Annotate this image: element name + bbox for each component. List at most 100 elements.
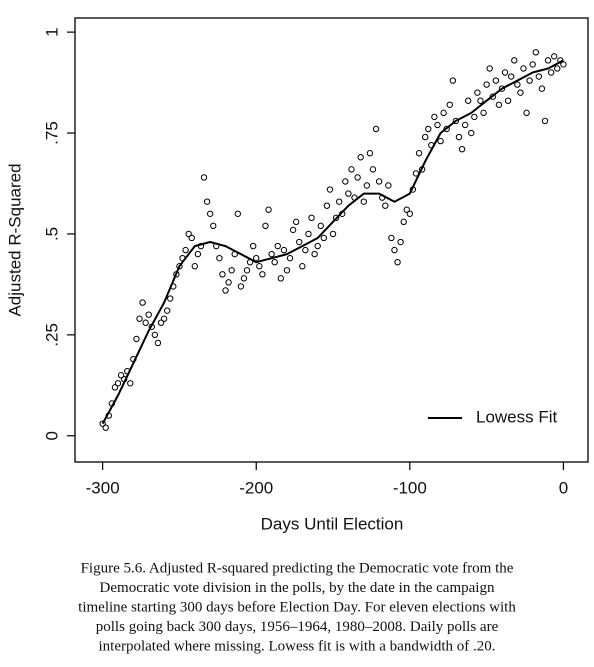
point xyxy=(194,250,202,258)
point xyxy=(243,267,251,274)
point xyxy=(425,125,432,133)
point xyxy=(317,222,324,230)
point xyxy=(206,210,214,217)
point xyxy=(299,263,306,270)
point xyxy=(421,133,429,141)
point xyxy=(498,85,506,92)
point xyxy=(449,77,457,84)
point xyxy=(256,263,263,270)
point xyxy=(289,226,297,234)
point xyxy=(228,267,235,274)
point xyxy=(554,65,561,72)
point xyxy=(117,372,125,379)
point xyxy=(216,254,223,262)
point xyxy=(163,307,171,314)
point xyxy=(142,319,149,326)
point xyxy=(167,295,174,302)
point xyxy=(99,420,106,427)
point xyxy=(501,69,509,76)
point xyxy=(286,254,294,262)
point xyxy=(139,299,146,306)
y-tick-label: .75 xyxy=(42,121,61,145)
point xyxy=(431,113,438,121)
point xyxy=(492,77,500,84)
legend-label: Lowess Fit xyxy=(476,407,558,426)
point xyxy=(305,230,312,238)
point xyxy=(391,246,398,254)
point xyxy=(520,65,527,72)
point xyxy=(342,178,349,185)
x-tick-label: 0 xyxy=(559,478,568,497)
point xyxy=(320,234,328,242)
point xyxy=(464,97,472,104)
point xyxy=(311,250,318,258)
lowess-line xyxy=(101,59,564,425)
point xyxy=(382,202,389,209)
point xyxy=(372,125,380,133)
point xyxy=(504,97,512,104)
point xyxy=(400,218,407,226)
point xyxy=(114,380,122,387)
point xyxy=(157,319,165,326)
caption-line: polls going back 300 days, 1956–1964, 19… xyxy=(96,619,499,635)
point xyxy=(541,117,549,125)
point xyxy=(268,250,275,258)
point xyxy=(219,271,226,278)
point xyxy=(397,238,404,246)
point xyxy=(240,275,248,282)
point xyxy=(517,89,524,96)
point xyxy=(329,230,337,238)
point xyxy=(335,198,343,205)
point xyxy=(529,61,536,68)
x-tick-label: -200 xyxy=(239,478,273,497)
point xyxy=(523,109,530,117)
caption-line: interpolated where missing. Lowess fit i… xyxy=(98,638,495,654)
point xyxy=(225,279,232,286)
point xyxy=(477,97,484,104)
point xyxy=(133,335,140,343)
point xyxy=(357,154,364,161)
x-axis-title: Days Until Election xyxy=(261,514,404,533)
point xyxy=(348,166,355,173)
plot-frame xyxy=(74,17,589,463)
point xyxy=(415,150,423,157)
point xyxy=(446,101,453,108)
point xyxy=(262,222,269,230)
y-tick-label: .5 xyxy=(42,227,61,241)
point xyxy=(210,222,217,230)
point xyxy=(394,259,401,266)
point xyxy=(508,73,515,80)
point xyxy=(302,246,309,254)
x-tick-label: -300 xyxy=(86,478,120,497)
point xyxy=(363,182,371,189)
y-tick-label: 1 xyxy=(42,27,61,36)
point xyxy=(154,339,162,347)
point xyxy=(495,101,503,108)
point xyxy=(388,234,395,242)
point xyxy=(292,218,300,226)
point xyxy=(538,85,546,92)
point xyxy=(544,57,552,64)
point xyxy=(474,89,481,96)
point xyxy=(237,283,245,290)
point xyxy=(560,61,567,68)
point xyxy=(345,190,352,197)
point xyxy=(468,129,475,137)
x-tick-label: -100 xyxy=(393,478,427,497)
point xyxy=(360,198,367,205)
point xyxy=(458,145,466,153)
point xyxy=(547,69,555,76)
point xyxy=(403,206,410,213)
point xyxy=(440,109,447,117)
point xyxy=(535,73,543,80)
caption-line: Figure 5.6. Adjusted R-squared predictin… xyxy=(81,560,514,576)
point xyxy=(176,263,183,270)
point xyxy=(191,263,199,270)
y-axis-title: Adjusted R-Squared xyxy=(5,163,24,316)
point xyxy=(375,178,383,185)
point xyxy=(277,275,285,282)
point xyxy=(434,121,441,129)
point xyxy=(185,230,192,238)
point xyxy=(102,424,109,431)
